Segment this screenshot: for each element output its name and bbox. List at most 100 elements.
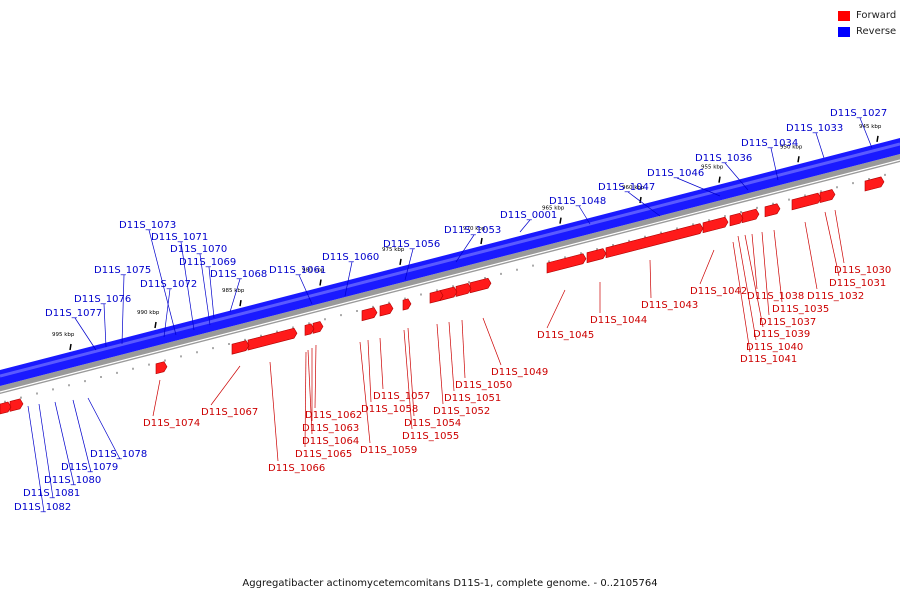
reverse-leader-line bbox=[676, 177, 721, 197]
forward-gene-label: D11S_1039 bbox=[753, 329, 810, 340]
reverse-leader-line bbox=[27, 405, 45, 513]
reverse-gene-label: D11S_1068 bbox=[210, 269, 267, 280]
forward-leader-line bbox=[761, 231, 770, 316]
reverse-leader-line bbox=[627, 191, 661, 217]
scale-tick-label: 985 kbp bbox=[222, 288, 245, 294]
forward-leader-line bbox=[307, 349, 313, 435]
forward-gene-label: D11S_1035 bbox=[772, 304, 829, 315]
scale-tick-label: 990 kbp bbox=[137, 310, 160, 316]
reverse-gene-label: D11S_1048 bbox=[549, 196, 606, 207]
scale-tick bbox=[559, 217, 562, 224]
forward-gene-label: D11S_1067 bbox=[201, 407, 258, 418]
forward-leader-line bbox=[269, 361, 279, 462]
reverse-leader-line bbox=[229, 278, 241, 313]
forward-leader-line bbox=[314, 344, 317, 409]
reverse-gene-label: D11S_1033 bbox=[786, 123, 843, 134]
forward-leader-line bbox=[359, 341, 371, 444]
scale-tick-label: 975 kbp bbox=[382, 247, 405, 253]
scale-tick bbox=[480, 237, 483, 245]
reverse-leader-line bbox=[770, 147, 779, 181]
forward-gene bbox=[469, 277, 492, 294]
forward-leader-line bbox=[834, 209, 845, 264]
forward-gene-label: D11S_1064 bbox=[302, 436, 359, 447]
forward-gene bbox=[429, 290, 444, 304]
forward-gene bbox=[379, 303, 394, 317]
scale-tick-label: 950 kbp bbox=[780, 144, 803, 150]
forward-gene bbox=[702, 216, 729, 234]
forward-gene-label: D11S_1032 bbox=[807, 291, 864, 302]
forward-leader-line bbox=[152, 379, 161, 417]
reverse-leader-line bbox=[103, 303, 107, 348]
reverse-leader-line bbox=[298, 274, 313, 305]
forward-leader-line bbox=[751, 233, 758, 290]
scale-tick-label: 970 kbp bbox=[463, 226, 486, 232]
scale-tick bbox=[239, 300, 242, 307]
forward-leader-line bbox=[737, 235, 757, 341]
reverse-gene-label: D11S_1061 bbox=[269, 265, 326, 276]
scale-tick bbox=[876, 135, 879, 143]
forward-gene-label: D11S_1074 bbox=[143, 418, 200, 429]
forward-leader-line bbox=[804, 221, 818, 290]
reverse-gene-label: D11S_1077 bbox=[45, 308, 102, 319]
reverse-leader-line bbox=[38, 403, 54, 499]
forward-leader-line bbox=[379, 337, 384, 390]
reverse-gene-label: D11S_1053 bbox=[444, 225, 501, 236]
scale-tick-label: 955 kbp bbox=[701, 165, 724, 171]
scale-tick-label: 960 kbp bbox=[622, 185, 645, 191]
forward-gene-label: D11S_1065 bbox=[295, 449, 352, 460]
forward-gene bbox=[605, 223, 704, 259]
backbone-highlight bbox=[0, 159, 900, 393]
reverse-leader-line bbox=[344, 261, 353, 297]
reverse-gene-label: D11S_1036 bbox=[695, 153, 752, 164]
forward-gene bbox=[455, 283, 472, 297]
legend-reverse: Reverse bbox=[838, 26, 896, 37]
reverse-gene-label: D11S_1034 bbox=[741, 138, 798, 149]
forward-leader-line bbox=[304, 351, 307, 448]
forward-gene bbox=[439, 286, 458, 301]
reverse-leader-line bbox=[180, 241, 195, 331]
reverse-leader-line bbox=[578, 205, 591, 225]
forward-gene-label: D11S_1049 bbox=[491, 367, 548, 378]
scale-tick bbox=[319, 279, 322, 286]
forward-gene bbox=[304, 323, 315, 336]
forward-gene bbox=[764, 203, 781, 218]
forward-gene bbox=[741, 208, 760, 224]
reverse-gene-label: D11S_1080 bbox=[44, 475, 101, 486]
forward-gene bbox=[231, 340, 250, 355]
legend-forward-label: Forward bbox=[856, 10, 897, 21]
forward-gene bbox=[247, 327, 298, 351]
forward-gene bbox=[0, 401, 12, 415]
reverse-leader-line bbox=[54, 401, 75, 486]
reverse-band-highlight bbox=[0, 142, 900, 378]
forward-gene-label: D11S_1040 bbox=[746, 342, 803, 353]
forward-gene-label: D11S_1044 bbox=[590, 315, 647, 326]
reverse-gene-label: D11S_1073 bbox=[119, 220, 176, 231]
scale-tick bbox=[69, 343, 72, 351]
forward-gene-label: D11S_1050 bbox=[455, 380, 512, 391]
reverse-gene-label: D11S_1056 bbox=[383, 239, 440, 250]
reverse-leader-line bbox=[74, 317, 97, 351]
scale-tick-label: 980 kbp bbox=[302, 268, 325, 274]
forward-gene bbox=[402, 298, 412, 311]
reverse-swatch bbox=[838, 26, 850, 37]
forward-swatch bbox=[838, 10, 850, 21]
reverse-gene-label: D11S_1075 bbox=[94, 265, 151, 276]
forward-leader-line bbox=[436, 323, 444, 405]
forward-leader-line bbox=[407, 327, 415, 417]
reverse-gene-label: D11S_1079 bbox=[61, 462, 118, 473]
reverse-gene-label: D11S_1046 bbox=[647, 168, 704, 179]
forward-leader-line bbox=[367, 339, 372, 403]
reverse-leader-line bbox=[208, 266, 215, 319]
reverse-gene-label: D11S_1070 bbox=[170, 244, 227, 255]
reverse-leader-line bbox=[163, 288, 171, 338]
forward-gene-label: D11S_1030 bbox=[834, 265, 891, 276]
forward-gene-label: D11S_1066 bbox=[268, 463, 325, 474]
forward-gene-label: D11S_1059 bbox=[360, 445, 417, 456]
forward-gene bbox=[546, 253, 587, 274]
reverse-gene-label: D11S_1071 bbox=[151, 232, 208, 243]
forward-gene bbox=[586, 248, 607, 264]
reverse-gene-label: D11S_1078 bbox=[90, 449, 147, 460]
legend-reverse-label: Reverse bbox=[856, 26, 897, 37]
forward-gene-label: D11S_1051 bbox=[444, 393, 501, 404]
forward-gene-label: D11S_1043 bbox=[641, 300, 698, 311]
